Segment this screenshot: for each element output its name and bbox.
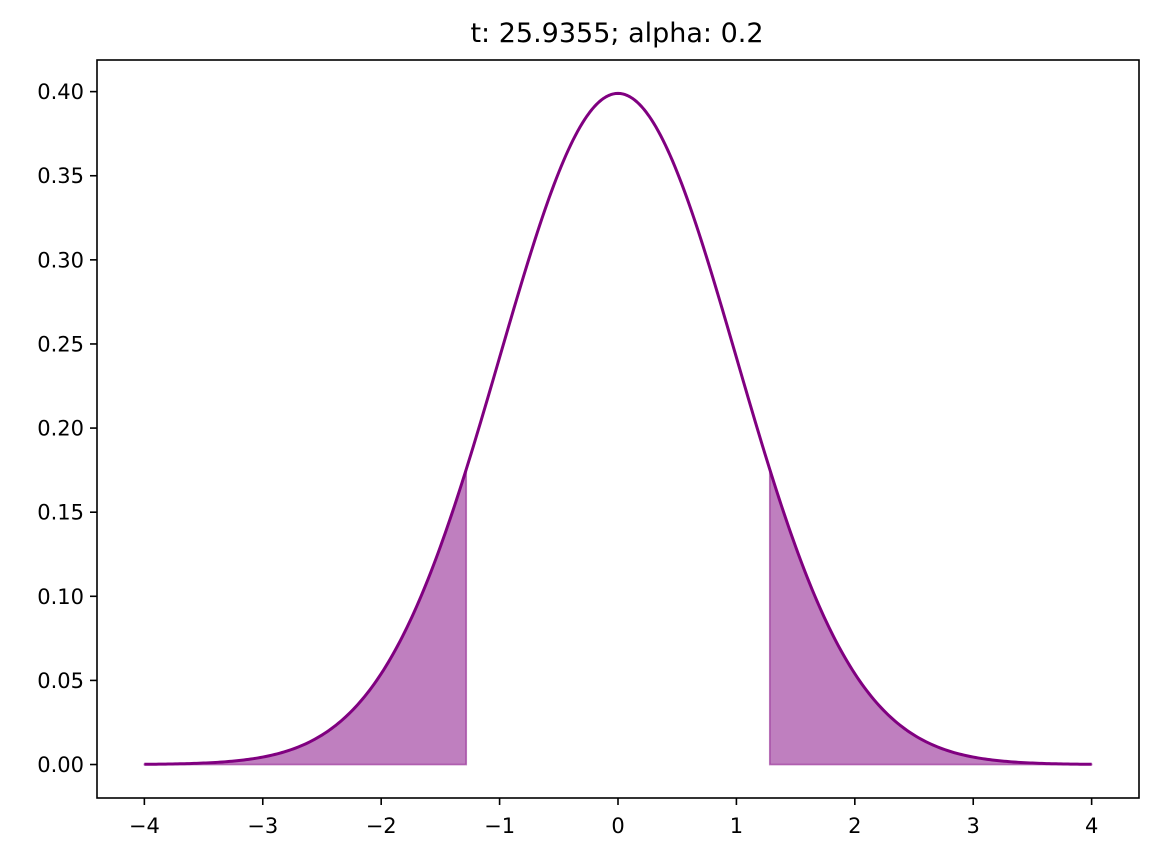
density-curve <box>144 91 1092 766</box>
x-tick-label: 3 <box>967 814 980 838</box>
y-tick-label: 0.35 <box>37 164 84 188</box>
y-tick-label: 0.20 <box>37 417 84 441</box>
x-tick-label: −3 <box>247 814 278 838</box>
x-tick-label: −1 <box>484 814 515 838</box>
x-tick-label: 1 <box>730 814 743 838</box>
y-tick-label: 0.25 <box>37 332 84 356</box>
chart-title: t: 25.9355; alpha: 0.2 <box>470 18 763 49</box>
y-tick-label: 0.30 <box>37 248 84 272</box>
x-tick-label: 0 <box>611 814 624 838</box>
plot-area <box>143 91 1093 766</box>
x-tick-label: −4 <box>129 814 160 838</box>
axes-frame <box>96 59 1140 799</box>
y-tick-label: 0.00 <box>37 753 84 777</box>
x-tick-label: −2 <box>366 814 397 838</box>
axis-ticks: −4 −3 −2 −1 0 1 2 3 4 0.00 0.05 0.10 0.15 0.20 0.25 0.3… <box>37 80 1098 838</box>
x-tick-label: 4 <box>1085 814 1098 838</box>
y-tick-label: 0.05 <box>37 669 84 693</box>
y-tick-label: 0.40 <box>37 80 84 104</box>
y-tick-label: 0.15 <box>37 501 84 525</box>
x-tick-label: 2 <box>848 814 861 838</box>
y-tick-label: 0.10 <box>37 585 84 609</box>
